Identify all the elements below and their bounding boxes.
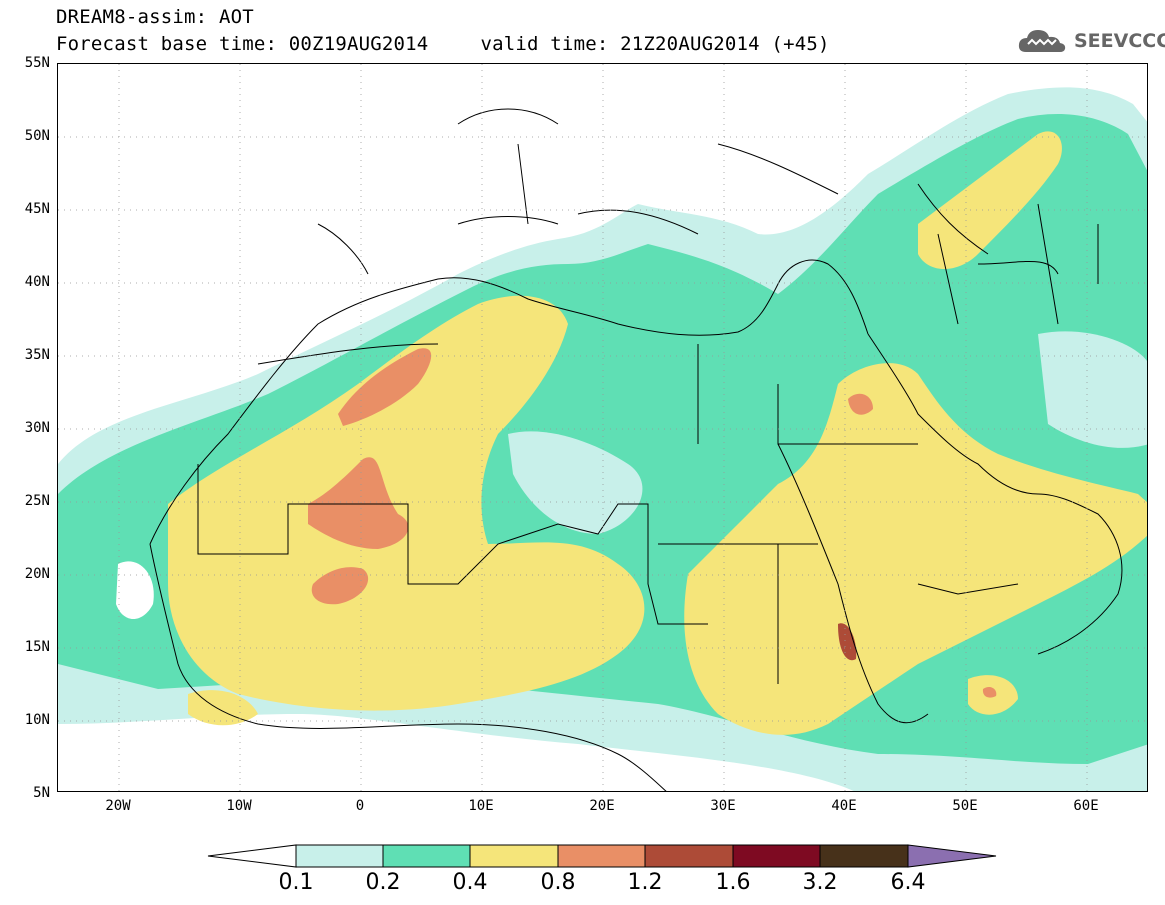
aot-map — [57, 63, 1148, 792]
lon-label-50e: 50E — [952, 798, 978, 814]
lat-label-5n: 5N — [33, 785, 50, 801]
colorbar-swatch-7 — [819, 844, 909, 868]
colorbar-low-arrow — [207, 844, 297, 868]
colorbar-label: 1.2 — [627, 870, 663, 895]
lat-label-55n: 55N — [24, 55, 50, 71]
base-time: Forecast base time: 00Z19AUG2014 — [56, 33, 429, 55]
seevccc-logo: SEEVCCC — [1016, 24, 1165, 58]
lat-label-50n: 50N — [24, 128, 50, 144]
colorbar-swatch-5 — [644, 844, 734, 868]
colorbar-swatch-4 — [557, 844, 646, 868]
lon-label-10e: 10E — [468, 798, 494, 814]
lon-label-0: 0 — [355, 798, 365, 814]
colorbar-swatch-3 — [469, 844, 559, 868]
lat-label-40n: 40N — [24, 274, 50, 290]
lat-label-30n: 30N — [24, 420, 50, 436]
lat-label-35n: 35N — [24, 347, 50, 363]
colorbar-label: 0.2 — [365, 870, 401, 895]
chart-title: DREAM8-assim: AOT — [56, 6, 254, 28]
lon-label-30e: 30E — [710, 798, 736, 814]
lat-label-15n: 15N — [24, 639, 50, 655]
lon-label-20w: 20W — [105, 798, 131, 814]
colorbar-label: 6.4 — [890, 870, 926, 895]
lon-label-40e: 40E — [831, 798, 857, 814]
cloud-icon — [1018, 30, 1066, 52]
lat-label-10n: 10N — [24, 712, 50, 728]
colorbar-label: 0.8 — [540, 870, 576, 895]
lat-label-25n: 25N — [24, 493, 50, 509]
colorbar-label: 3.2 — [802, 870, 838, 895]
colorbar-swatch-6 — [732, 844, 821, 868]
colorbar-label: 0.1 — [278, 870, 314, 895]
valid-time: valid time: 21Z20AUG2014 (+45) — [480, 33, 830, 55]
time-info: Forecast base time: 00Z19AUG2014 valid ti… — [56, 33, 830, 55]
logo-text: SEEVCCC — [1074, 30, 1165, 52]
colorbar-swatch-1 — [295, 844, 384, 868]
lon-label-60e: 60E — [1073, 798, 1099, 814]
colorbar-label: 0.4 — [452, 870, 488, 895]
colorbar-label: 1.6 — [715, 870, 751, 895]
lon-label-20e: 20E — [589, 798, 615, 814]
colorbar-swatch-2 — [382, 844, 471, 868]
colorbar-high-arrow — [907, 844, 997, 868]
lat-label-20n: 20N — [24, 566, 50, 582]
lat-label-45n: 45N — [24, 201, 50, 217]
lon-label-10w: 10W — [226, 798, 252, 814]
aot-field — [58, 64, 1147, 791]
